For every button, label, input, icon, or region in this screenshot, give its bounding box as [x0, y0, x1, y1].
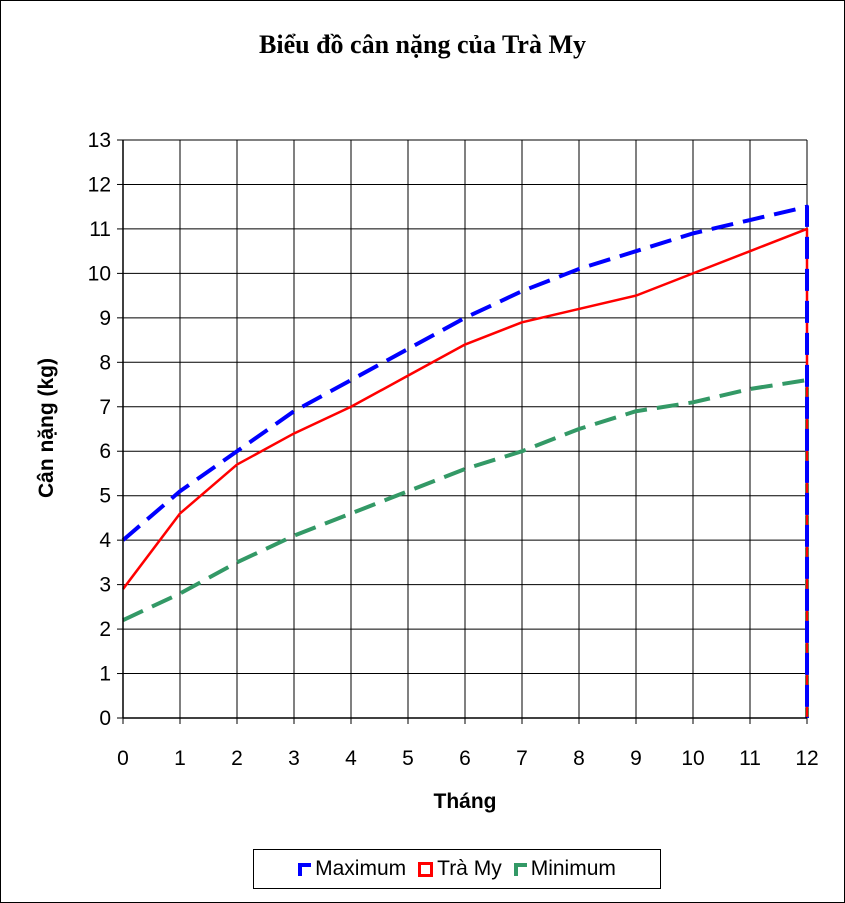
y-tick-label: 10	[88, 262, 111, 285]
y-tick-label: 2	[99, 618, 111, 641]
x-tick-labels: 0 1 2 3 4 5 6 7 8 9 10 11 12	[117, 747, 819, 770]
legend-item: Trà My	[418, 857, 502, 881]
x-tick-label: 7	[516, 747, 528, 770]
y-tick-label: 1	[99, 663, 111, 686]
x-tick-label: 5	[402, 747, 414, 770]
legend-swatch	[513, 862, 527, 876]
y-axis-title: Cân nặng (kg)	[35, 358, 58, 498]
axes	[117, 139, 808, 724]
legend-item: Maximum	[298, 857, 406, 881]
y-tick-label: 5	[99, 485, 111, 508]
legend-label: Minimum	[530, 857, 616, 880]
x-tick-label: 1	[174, 747, 186, 770]
y-tick-label: 9	[99, 307, 111, 330]
y-tick-label: 4	[99, 529, 111, 552]
y-tick-label: 3	[99, 574, 111, 597]
x-tick-label: 0	[117, 747, 129, 770]
x-tick-label: 11	[739, 747, 761, 770]
legend-label: Trà My	[437, 857, 502, 880]
x-tick-label: 12	[795, 747, 818, 770]
y-tick-label: 7	[99, 396, 111, 419]
y-tick-label: 6	[99, 440, 111, 463]
x-tick-label: 8	[573, 747, 585, 770]
y-tick-label: 12	[88, 173, 111, 196]
legend-item: Minimum	[513, 857, 616, 881]
y-tick-label: 8	[99, 351, 111, 374]
x-tick-label: 10	[681, 747, 704, 770]
y-tick-label: 13	[88, 129, 111, 152]
series-line-minimum	[122, 378, 809, 718]
x-tick-label: 6	[459, 747, 471, 770]
y-tick-label: 0	[99, 707, 111, 730]
x-axis-title: Tháng	[434, 790, 497, 813]
y-tick-label: 11	[89, 218, 111, 241]
legend-label: Maximum	[315, 857, 407, 880]
x-tick-label: 2	[231, 747, 243, 770]
legend: Maximum Trà My Minimum	[253, 849, 661, 889]
legend-swatch	[298, 862, 312, 876]
grid	[122, 139, 808, 719]
series-lines	[121, 204, 809, 718]
legend-swatch	[418, 861, 434, 877]
series-line-trà-my	[122, 227, 809, 718]
x-tick-label: 9	[630, 747, 642, 770]
x-tick-label: 4	[345, 747, 357, 770]
x-tick-label: 3	[288, 747, 300, 770]
chart-title: Biểu đồ cân nặng của Trà My	[259, 30, 586, 59]
